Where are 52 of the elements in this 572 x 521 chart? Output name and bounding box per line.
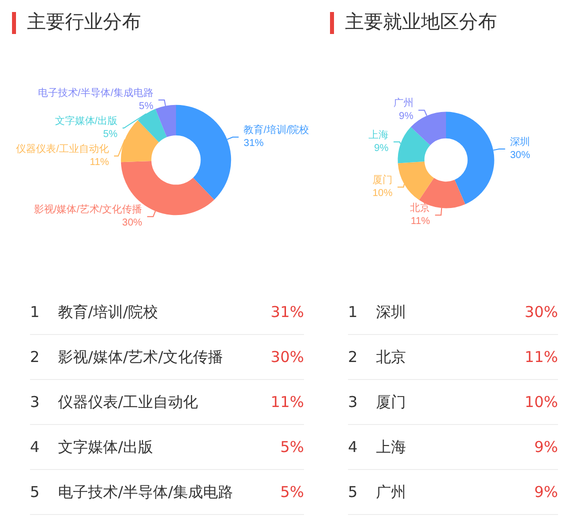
chart-title: 主要就业地区分布 xyxy=(345,11,497,33)
category-label: 北京 xyxy=(376,348,406,366)
slice-label: 厦门 xyxy=(372,174,393,186)
text: 1 xyxy=(30,303,41,321)
category-label: 教育/培训/院校 xyxy=(58,302,158,320)
slice-label: 影视/媒体/艺术/文化传播 xyxy=(34,204,142,216)
text: 31% xyxy=(270,303,304,321)
category-label: 厦门 xyxy=(376,392,406,410)
data-label: 9% xyxy=(398,111,414,122)
slice-label: 广州 xyxy=(393,97,414,110)
text: 5% xyxy=(280,438,304,456)
text: 30% xyxy=(524,303,558,321)
text: 4 xyxy=(348,438,359,456)
data-label: 9% xyxy=(374,142,389,154)
slice-label: 北京 xyxy=(410,202,430,214)
text: 5 xyxy=(348,483,359,501)
data-label: 30% xyxy=(510,150,530,161)
text: 10% xyxy=(524,393,558,411)
text: 5 xyxy=(30,483,41,501)
data-label: 5% xyxy=(103,129,118,140)
chart-title: 主要行业分布 xyxy=(27,11,141,33)
category-label: 影视/媒体/艺术/文化传播 xyxy=(58,348,224,366)
data-label: 30% xyxy=(122,218,142,229)
data-label: 5% xyxy=(138,101,154,112)
slice-label: 深圳 xyxy=(510,136,530,148)
text: 9% xyxy=(534,438,558,456)
data-label: 11% xyxy=(410,216,430,228)
category-label: 电子技术/半导体/集成电路 xyxy=(58,482,234,500)
text: 2 xyxy=(348,348,359,366)
category-label: 仪器仪表/工业自动化 xyxy=(58,392,198,410)
text: 30% xyxy=(270,348,304,366)
category-label: 上海 xyxy=(376,438,406,456)
text: 5% xyxy=(280,483,304,501)
text: 1 xyxy=(348,303,359,321)
data-label: 10% xyxy=(372,188,393,200)
slice-label: 仪器仪表/工业自动化 xyxy=(16,143,110,156)
category-label: 深圳 xyxy=(376,302,406,320)
text: 3 xyxy=(348,393,359,411)
slice-label: 电子技术/半导体/集成电路 xyxy=(38,87,154,100)
data-label: 31% xyxy=(244,138,264,150)
text: 11% xyxy=(270,393,304,411)
text: 11% xyxy=(524,348,558,366)
slice-label: 上海 xyxy=(368,128,389,141)
text: 4 xyxy=(30,438,41,456)
data-label: 11% xyxy=(90,157,110,168)
slice-label: 教育/培训/院校 xyxy=(244,124,310,136)
category-label: 文字媒体/出版 xyxy=(58,438,154,456)
text: 2 xyxy=(30,348,41,366)
text: 9% xyxy=(534,483,558,501)
text: 3 xyxy=(30,393,41,411)
slice-label: 文字媒体/出版 xyxy=(54,115,118,128)
category-label: 广州 xyxy=(376,482,406,500)
